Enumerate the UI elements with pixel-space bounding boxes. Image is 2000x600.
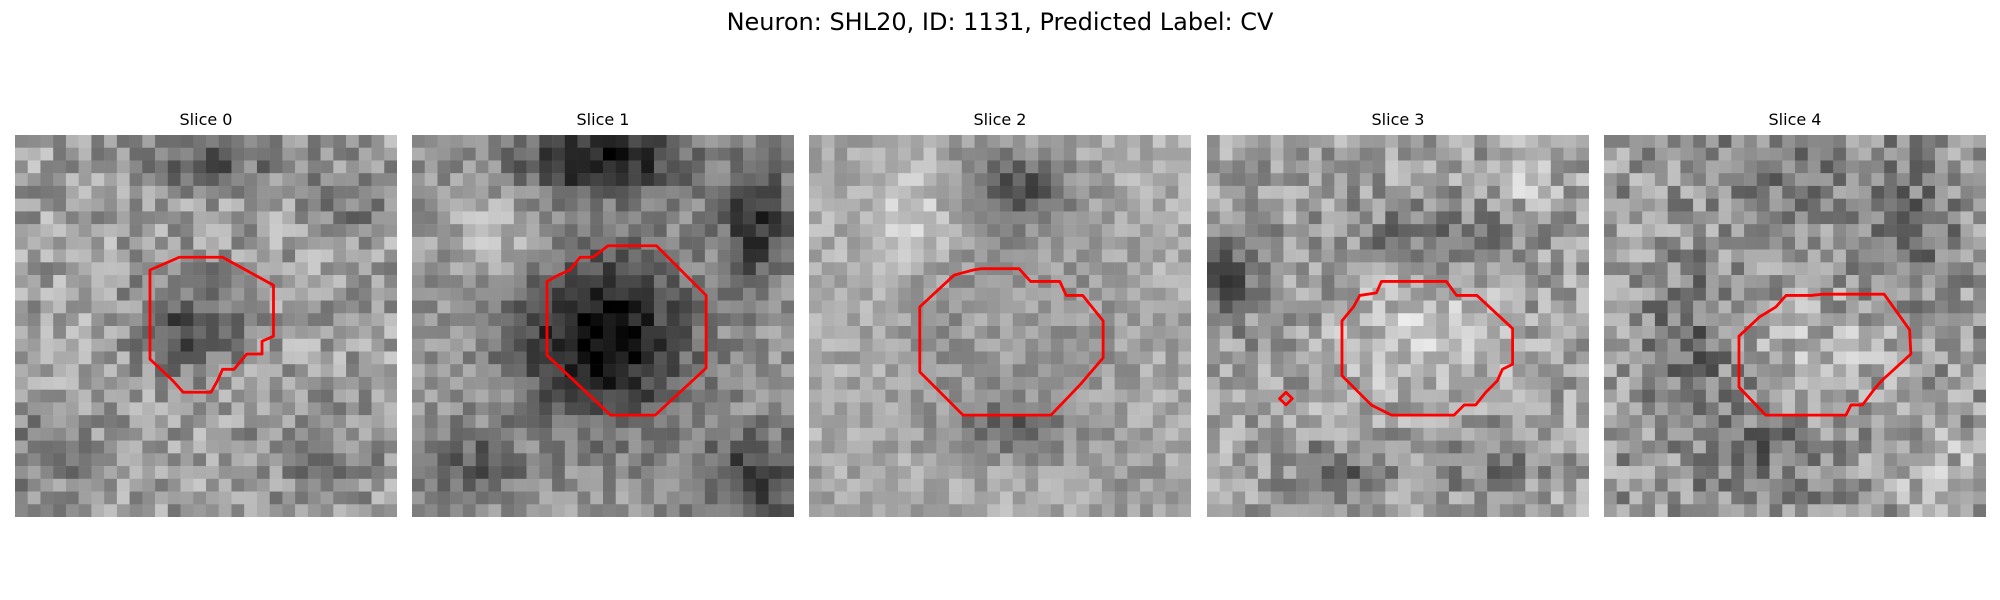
slice-image [1604,135,1986,517]
small-contour-marker [1278,390,1294,407]
slice-image [1207,135,1589,517]
neuron-contour [545,244,708,417]
slice-title: Slice 4 [1768,110,1822,129]
grayscale-pixels [412,135,794,517]
grayscale-pixels [809,135,1191,517]
neuron-contour [918,267,1105,417]
slice-image [809,135,1191,517]
grayscale-pixels [1604,135,1986,517]
slice-title: Slice 0 [179,110,233,129]
slice-title: Slice 3 [1371,110,1425,129]
neuron-contour [1737,292,1913,417]
slice-title: Slice 2 [973,110,1027,129]
neuron-contour [148,255,275,394]
slice-title: Slice 1 [576,110,630,129]
grayscale-pixels [15,135,397,517]
figure-title: Neuron: SHL20, ID: 1131, Predicted Label… [726,8,1274,36]
neuron-contour [1340,280,1515,417]
slice-image [15,135,397,517]
slice-image [412,135,794,517]
grayscale-pixels [1207,135,1589,517]
